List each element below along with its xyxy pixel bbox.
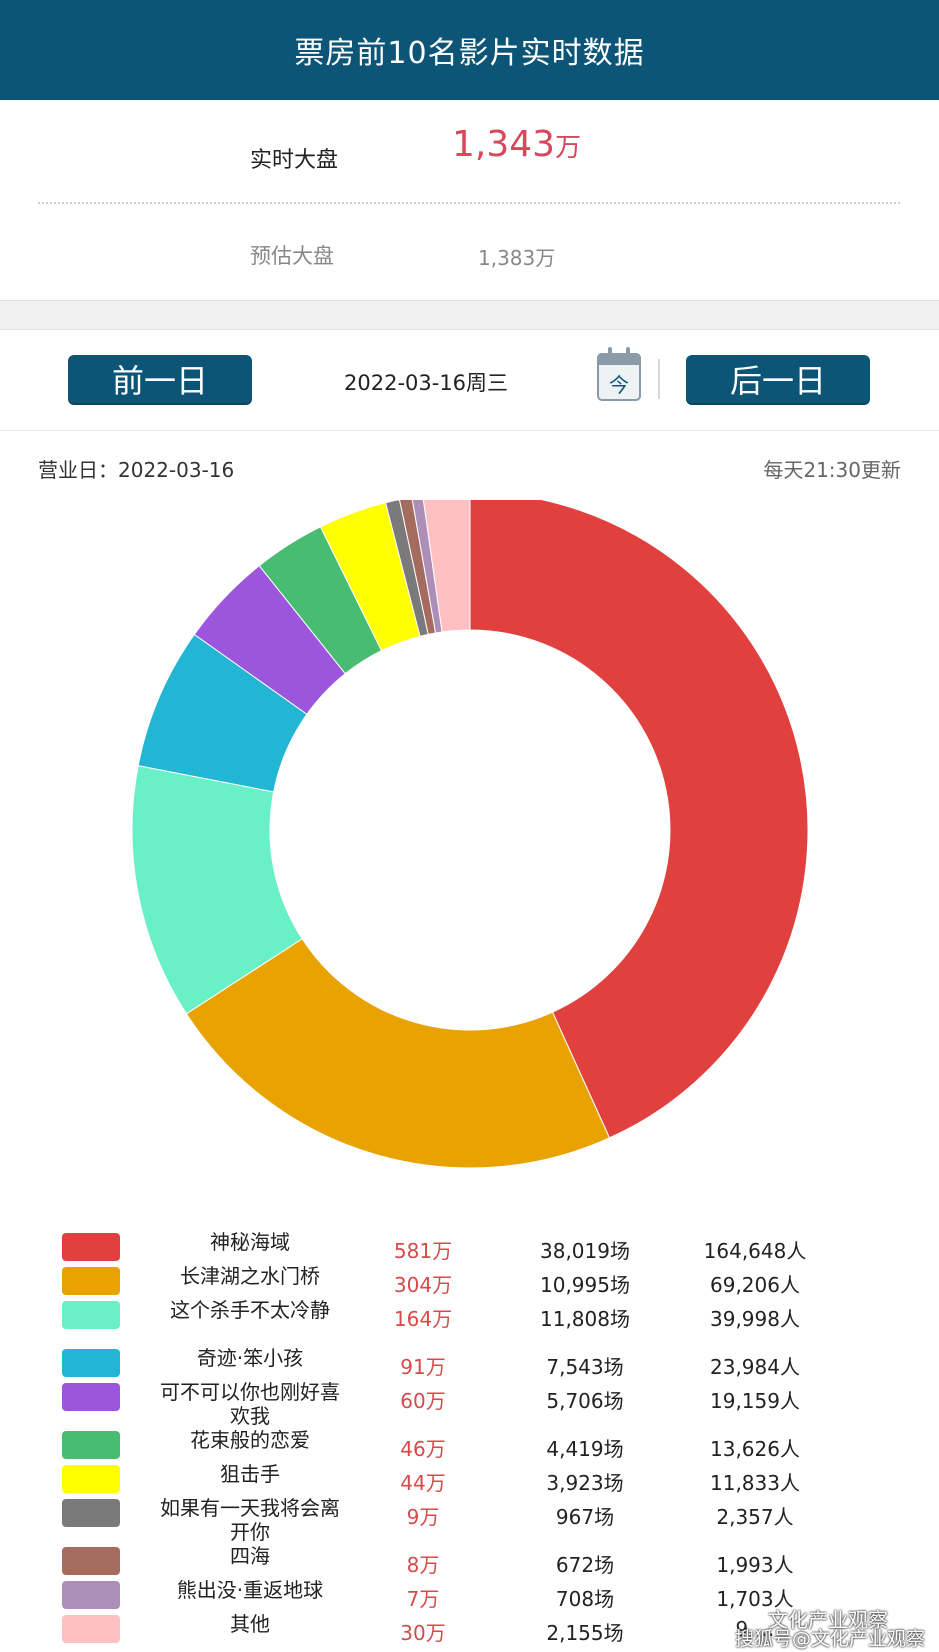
legend-box-office: 30万 xyxy=(400,1621,446,1645)
legend-attendance: 39,998人 xyxy=(710,1307,800,1331)
today-glyph: 今 xyxy=(609,373,629,397)
live-total-label: 实时大盘 xyxy=(250,148,339,173)
calendar-ring-icon xyxy=(608,347,612,359)
legend-swatch xyxy=(62,1465,120,1493)
legend-swatch xyxy=(62,1431,120,1459)
legend-row[interactable]: 神秘海域 581万 38,019场 164,648人 xyxy=(0,1230,939,1264)
legend-attendance: 69,206人 xyxy=(710,1273,800,1297)
legend-film-name: 如果有一天我将会离开你 xyxy=(160,1496,340,1544)
legend-row[interactable]: 如果有一天我将会离开你 9万 967场 2,357人 xyxy=(0,1496,939,1544)
legend-attendance: 164,648人 xyxy=(703,1239,807,1263)
legend-swatch xyxy=(62,1301,120,1329)
legend-film-name: 这个杀手不太冷静 xyxy=(170,1298,330,1322)
box-office-donut-chart xyxy=(131,500,809,1169)
donut-slice-11[interactable] xyxy=(422,500,471,633)
legend-attendance: 1,703人 xyxy=(716,1587,794,1611)
legend-box-office: 46万 xyxy=(400,1437,446,1461)
legend-showings: 967场 xyxy=(555,1505,615,1529)
legend-row[interactable]: 熊出没·重返地球 7万 708场 1,703人 xyxy=(0,1578,939,1612)
legend-showings: 4,419场 xyxy=(546,1437,624,1461)
legend-box-office: 9万 xyxy=(406,1505,440,1529)
legend-showings: 3,923场 xyxy=(546,1471,624,1495)
dotted-divider xyxy=(38,202,900,204)
estimate-label: 预估大盘 xyxy=(250,244,334,268)
legend-box-office: 8万 xyxy=(406,1553,440,1577)
legend-row[interactable]: 狙击手 44万 3,923场 11,833人 xyxy=(0,1462,939,1496)
legend-row[interactable]: 其他 30万 2,155场 9,… xyxy=(0,1612,939,1646)
legend-box-office: 164万 xyxy=(393,1307,453,1331)
date-navigation: 前一日 2022-03-16周三 今 后一日 xyxy=(0,331,939,431)
legend-showings: 11,808场 xyxy=(540,1307,630,1331)
donut-slice-2[interactable] xyxy=(185,938,611,1169)
watermark-line2: 搜狐号@文化产业观察 xyxy=(735,1628,926,1650)
legend-box-office: 91万 xyxy=(400,1355,446,1379)
live-total-number: 1,343 xyxy=(452,124,556,165)
legend-swatch xyxy=(62,1615,120,1643)
calendar-ring-icon xyxy=(626,347,630,359)
legend-box-office: 581万 xyxy=(393,1239,453,1263)
legend-attendance: 11,833人 xyxy=(710,1471,800,1495)
legend-film-name: 长津湖之水门桥 xyxy=(180,1264,320,1288)
legend-row[interactable]: 可不可以你也刚好喜欢我 60万 5,706场 19,159人 xyxy=(0,1380,939,1428)
legend-showings: 672场 xyxy=(555,1553,615,1577)
legend-row[interactable]: 长津湖之水门桥 304万 10,995场 69,206人 xyxy=(0,1264,939,1298)
legend-swatch xyxy=(62,1383,120,1411)
live-total-unit: 万 xyxy=(555,133,582,163)
legend-attendance: 23,984人 xyxy=(710,1355,800,1379)
legend-attendance: 1,993人 xyxy=(716,1553,794,1577)
legend-swatch xyxy=(62,1267,120,1295)
legend-box-office: 304万 xyxy=(393,1273,453,1297)
legend-film-name: 花束般的恋爱 xyxy=(190,1428,310,1452)
legend-row[interactable]: 奇迹·笨小孩 91万 7,543场 23,984人 xyxy=(0,1346,939,1380)
page-title: 票房前10名影片实时数据 xyxy=(294,36,645,71)
estimate-value: 1,383万 xyxy=(478,246,556,270)
legend-film-name: 奇迹·笨小孩 xyxy=(196,1346,304,1370)
legend-attendance: 2,357人 xyxy=(716,1505,794,1529)
legend-film-name: 熊出没·重返地球 xyxy=(176,1578,324,1602)
legend-swatch xyxy=(62,1499,120,1527)
legend-showings: 2,155场 xyxy=(546,1621,624,1645)
business-day: 营业日：2022-03-16 xyxy=(38,458,235,482)
legend-row[interactable]: 花束般的恋爱 46万 4,419场 13,626人 xyxy=(0,1428,939,1462)
summary-panel: 实时大盘 1,343万 预估大盘 1,383万 xyxy=(0,100,939,300)
legend-showings: 10,995场 xyxy=(540,1273,630,1297)
update-note: 每天21:30更新 xyxy=(763,458,901,482)
legend-attendance: 19,159人 xyxy=(710,1389,800,1413)
legend-box-office: 60万 xyxy=(400,1389,446,1413)
legend-film-name: 四海 xyxy=(230,1544,270,1568)
section-gap xyxy=(0,300,939,330)
legend-film-name: 狙击手 xyxy=(220,1462,280,1486)
legend-showings: 708场 xyxy=(555,1587,615,1611)
legend-swatch xyxy=(62,1349,120,1377)
watermark-line1: 文化产业观察 xyxy=(768,1608,888,1632)
legend-swatch xyxy=(62,1233,120,1261)
legend-swatch xyxy=(62,1547,120,1575)
legend-row[interactable]: 四海 8万 672场 1,993人 xyxy=(0,1544,939,1578)
current-date: 2022-03-16周三 xyxy=(344,371,509,395)
legend-attendance: 13,626人 xyxy=(710,1437,800,1461)
calendar-icon[interactable]: 今 xyxy=(597,347,641,401)
header-bar: 票房前10名影片实时数据 xyxy=(0,0,939,100)
legend-film-name: 其他 xyxy=(230,1612,270,1636)
legend-film-name: 可不可以你也刚好喜欢我 xyxy=(160,1380,340,1428)
prev-day-button[interactable]: 前一日 xyxy=(68,355,252,403)
legend-showings: 38,019场 xyxy=(540,1239,630,1263)
legend-box-office: 44万 xyxy=(400,1471,446,1495)
legend-film-name: 神秘海域 xyxy=(210,1230,290,1254)
legend-swatch xyxy=(62,1581,120,1609)
wechat-icon xyxy=(742,1606,763,1622)
legend-showings: 7,543场 xyxy=(546,1355,624,1379)
nav-separator xyxy=(658,359,660,399)
legend-box-office: 7万 xyxy=(406,1587,440,1611)
live-total-value: 1,343万 xyxy=(452,124,581,165)
legend-showings: 5,706场 xyxy=(546,1389,624,1413)
legend-row[interactable]: 这个杀手不太冷静 164万 11,808场 39,998人 xyxy=(0,1298,939,1332)
next-day-button[interactable]: 后一日 xyxy=(686,355,870,403)
donut-slice-1[interactable] xyxy=(469,500,809,1139)
